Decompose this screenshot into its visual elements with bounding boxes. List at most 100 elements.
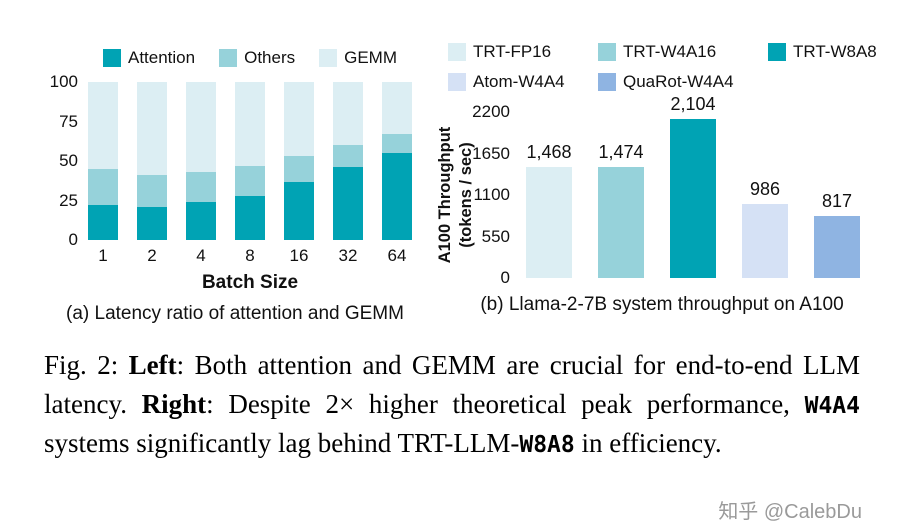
legend-item-attention: Attention	[102, 48, 196, 68]
stacked-bar-batch-8	[235, 82, 265, 240]
throughput-y-tick: 1100	[473, 185, 510, 204]
caption-segment: systems significantly lag behind TRT-LLM…	[44, 427, 520, 458]
latency-y-tick: 50	[59, 151, 78, 170]
bar-value-label: 817	[821, 191, 853, 212]
legend-swatch	[448, 43, 466, 61]
throughput-plot: 1,468 1,474 2,104 986 817	[520, 94, 860, 278]
bar-trt-w4a16: 1,474	[598, 142, 644, 278]
caption-segment: in efficiency.	[574, 427, 722, 458]
latency-y-tick: 0	[68, 230, 78, 249]
caption-segment: Fig. 2:	[44, 350, 129, 380]
stacked-bar-batch-4	[186, 82, 216, 240]
legend-label: TRT-W4A16	[623, 42, 717, 61]
legend-item-atom-w4a4: Atom-W4A4	[448, 72, 598, 92]
latency-plot	[88, 82, 412, 240]
stacked-bar-batch-64	[382, 82, 412, 240]
throughput-y-title-line1: A100 Throughput	[436, 126, 454, 264]
throughput-chart: TRT-FP16 TRT-W4A16 TRT-W8A8 Atom-W4A4 QuaRot…	[432, 42, 892, 316]
throughput-legend: TRT-FP16 TRT-W4A16 TRT-W8A8 Atom-W4A4 QuaRot…	[448, 42, 892, 92]
caption-segment: W8A8	[519, 431, 575, 458]
bar-segment-attention	[382, 153, 412, 240]
bar-segment-attention	[284, 181, 314, 240]
bar-quarot-w4a4: 817	[814, 191, 860, 278]
bar-atom-w4a4: 986	[742, 179, 788, 278]
legend-label: QuaRot-W4A4	[623, 72, 734, 91]
latency-y-tick: 75	[59, 111, 78, 131]
latency-x-tick-label: 1	[98, 246, 108, 265]
latency-y-tick: 100	[49, 72, 78, 91]
bar-trt-w8a8: 2,104	[670, 94, 716, 278]
bar-segment-attention	[333, 167, 363, 240]
throughput-y-tick: 0	[500, 268, 510, 287]
latency-x-labels: 1 2 4 8 16 32 64	[88, 246, 432, 266]
bar-segment-others	[333, 145, 363, 168]
stacked-bar-batch-32	[333, 82, 363, 240]
legend-swatch	[598, 43, 616, 61]
legend-label: TRT-FP16	[473, 42, 552, 61]
latency-x-axis-title: Batch Size	[201, 272, 299, 293]
watermark: 知乎 @CalebDu	[718, 501, 862, 523]
bar-segment-attention	[88, 205, 118, 240]
bar-segment-gemm	[186, 82, 216, 173]
legend-label: GEMM	[344, 48, 398, 67]
bar-segment-gemm	[284, 82, 314, 157]
latency-x-tick-label: 4	[196, 246, 206, 265]
caption-segment: Right	[141, 388, 207, 419]
latency-x-tick-label: 64	[387, 246, 407, 265]
throughput-y-axis: 2200 1650 1100 550 0	[468, 103, 520, 287]
bar-segment-gemm	[333, 82, 363, 146]
bar-value-label: 1,474	[598, 141, 644, 162]
bar-value-label: 2,104	[670, 94, 716, 115]
bar-value-label: 986	[749, 178, 781, 199]
caption-segment: Left	[128, 350, 177, 380]
legend-swatch	[448, 73, 466, 91]
legend-swatch	[219, 49, 238, 67]
latency-y-tick: 25	[59, 190, 78, 210]
stacked-bar-batch-2	[137, 82, 167, 240]
legend-label: Atom-W4A4	[473, 72, 565, 91]
bar-segment-attention	[235, 195, 265, 240]
legend-item-others: Others	[219, 48, 295, 68]
bar-segment-gemm	[382, 82, 412, 135]
bar-segment-gemm	[88, 82, 118, 169]
stacked-bar-batch-16	[284, 82, 314, 240]
legend-label: Others	[244, 48, 296, 67]
latency-chart-body: 100 75 50 25 0	[38, 73, 432, 249]
latency-x-tick-label: 32	[338, 246, 358, 265]
legend-item-quarot-w4a4: QuaRot-W4A4	[598, 72, 768, 92]
latency-x-tick-label: 8	[245, 246, 255, 265]
figure-caption: Fig. 2: Left: Both attention and GEMM ar…	[44, 346, 860, 463]
bar-segment-others	[235, 165, 265, 196]
caption-segment: W4A4	[804, 392, 860, 419]
legend-swatch	[768, 43, 786, 61]
bar-segment-others	[382, 134, 412, 154]
bar-segment-others	[284, 156, 314, 182]
legend-label: Attention	[127, 48, 196, 67]
bar-segment-attention	[137, 206, 167, 240]
throughput-y-tick: 1650	[472, 143, 510, 163]
latency-subcaption: (a) Latency ratio of attention and GEMM	[66, 303, 404, 324]
latency-y-axis: 100 75 50 25 0	[38, 73, 88, 249]
latency-legend: Attention Others GEMM	[68, 48, 432, 68]
throughput-chart-body: A100 Throughput (tokens / sec) 2200 1650 1…	[432, 94, 892, 287]
caption-segment: : Both attention and GEMM are crucial fo…	[44, 350, 860, 419]
bar-segment-others	[186, 172, 216, 203]
caption-segment: : Despite 2× higher theoretical peak per…	[206, 388, 805, 419]
throughput-subcaption: (b) Llama-2-7B system throughput on A100	[480, 294, 844, 315]
bar-segment-others	[137, 175, 167, 207]
legend-swatch	[319, 49, 338, 67]
latency-chart: Attention Others GEMM 100 75 50 25 0 1 2 4 8 16 32 6…	[38, 48, 432, 325]
throughput-y-tick: 550	[481, 226, 510, 246]
legend-item-gemm: GEMM	[319, 48, 397, 68]
bar-segment-others	[88, 168, 118, 206]
bar-segment-gemm	[137, 82, 167, 176]
throughput-y-tick: 2200	[472, 102, 510, 121]
legend-swatch	[102, 49, 121, 67]
bar-trt-fp16: 1,468	[526, 142, 572, 278]
bar-segment-gemm	[235, 82, 265, 166]
legend-swatch	[598, 73, 616, 91]
stacked-bar-batch-1	[88, 82, 118, 240]
legend-item-trt-fp16: TRT-FP16	[448, 42, 598, 62]
bar-segment-attention	[186, 202, 216, 240]
